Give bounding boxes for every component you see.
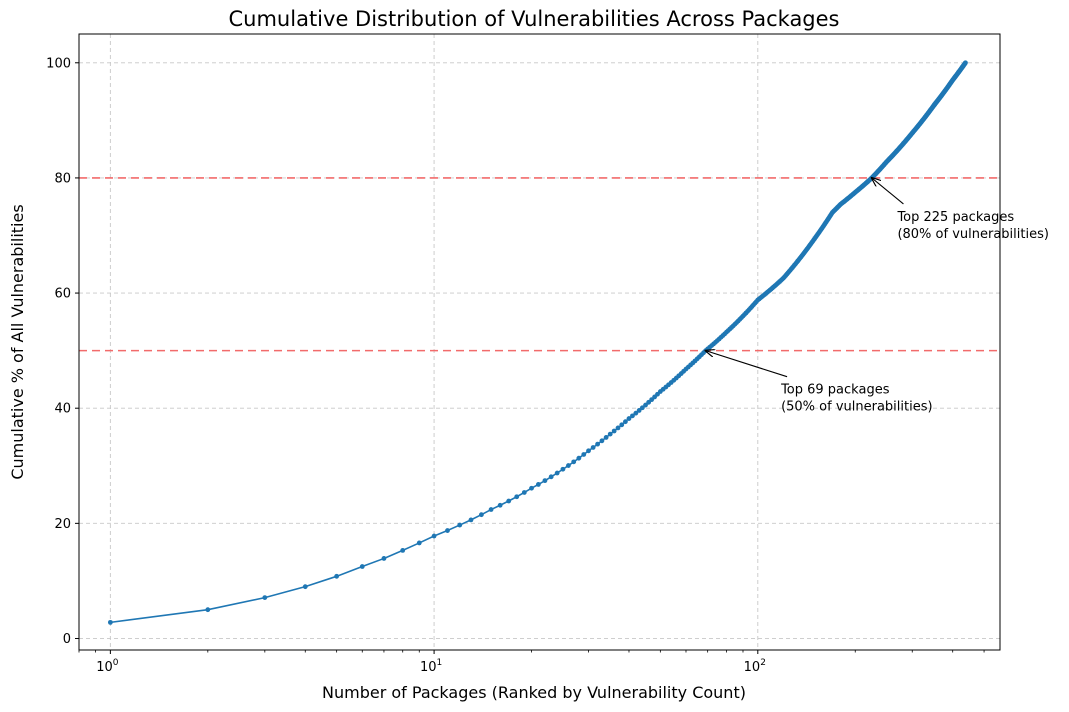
- data-point: [497, 502, 503, 508]
- x-tick-label: 102: [744, 658, 766, 675]
- x-tick-label: 101: [420, 658, 442, 675]
- data-point: [542, 478, 548, 484]
- data-point: [529, 485, 534, 491]
- y-tick-label: 20: [54, 517, 71, 532]
- data-point: [963, 60, 968, 66]
- annotation-label: (80% of vulnerabilities): [897, 227, 1049, 242]
- data-point: [576, 455, 582, 461]
- data-point: [107, 619, 113, 625]
- data-point: [643, 402, 648, 408]
- data-point: [302, 584, 308, 590]
- data-point: [619, 422, 625, 428]
- data-point: [633, 410, 639, 416]
- y-axis-label: Cumulative % of All Vulnerabilities: [8, 204, 27, 479]
- data-point: [445, 528, 450, 533]
- data-point: [262, 595, 268, 601]
- data-point: [381, 556, 387, 561]
- data-point: [636, 408, 642, 413]
- data-point: [554, 470, 560, 476]
- data-point: [639, 405, 645, 411]
- series-markers: [107, 60, 968, 625]
- data-point: [630, 413, 635, 419]
- data-point: [521, 490, 527, 495]
- annotation-arrow: [872, 178, 904, 205]
- data-point: [506, 498, 512, 504]
- data-point: [626, 416, 632, 421]
- data-point: [599, 438, 605, 444]
- data-point: [615, 425, 621, 431]
- data-point: [560, 466, 566, 472]
- data-point: [488, 507, 494, 512]
- data-point: [359, 564, 365, 569]
- annotation-label: Top 225 packages: [896, 210, 1014, 225]
- data-point: [586, 448, 591, 454]
- chart-title: Cumulative Distribution of Vulnerabiliti…: [229, 7, 840, 31]
- y-tick-label: 0: [63, 632, 71, 647]
- data-point: [478, 512, 484, 518]
- y-tick-label: 80: [54, 171, 71, 186]
- x-axis-label: Number of Packages (Ranked by Vulnerabil…: [322, 683, 746, 702]
- data-point: [514, 494, 520, 500]
- data-point: [468, 517, 474, 523]
- data-point: [595, 441, 601, 447]
- data-point: [535, 482, 541, 487]
- data-point: [623, 419, 628, 425]
- data-point: [581, 452, 587, 457]
- data-point: [457, 522, 463, 528]
- data-point: [603, 435, 609, 440]
- data-point: [400, 548, 406, 553]
- data-point: [205, 607, 211, 613]
- data-point: [548, 474, 554, 480]
- y-tick-label: 40: [54, 402, 71, 417]
- plot-area: 0 20 40 60 80 100 100 101 102 Top 225 packages (80…: [46, 33, 1049, 675]
- x-tick-label: 100: [96, 658, 119, 675]
- y-tick-label: 100: [46, 56, 71, 71]
- data-point: [334, 573, 340, 579]
- series-line: [110, 62, 967, 624]
- annotation-arrow: [706, 351, 788, 378]
- data-point: [607, 431, 613, 437]
- data-point: [571, 459, 577, 465]
- axes-frame: [78, 33, 1001, 651]
- data-point: [566, 463, 571, 468]
- annotation-label: (50% of vulnerabilities): [781, 400, 933, 415]
- data-point: [590, 445, 596, 450]
- y-tick-label: 60: [54, 287, 71, 302]
- data-point: [611, 428, 617, 434]
- annotation-label: Top 69 packages: [780, 383, 890, 398]
- data-point: [431, 533, 437, 539]
- data-point: [416, 540, 422, 546]
